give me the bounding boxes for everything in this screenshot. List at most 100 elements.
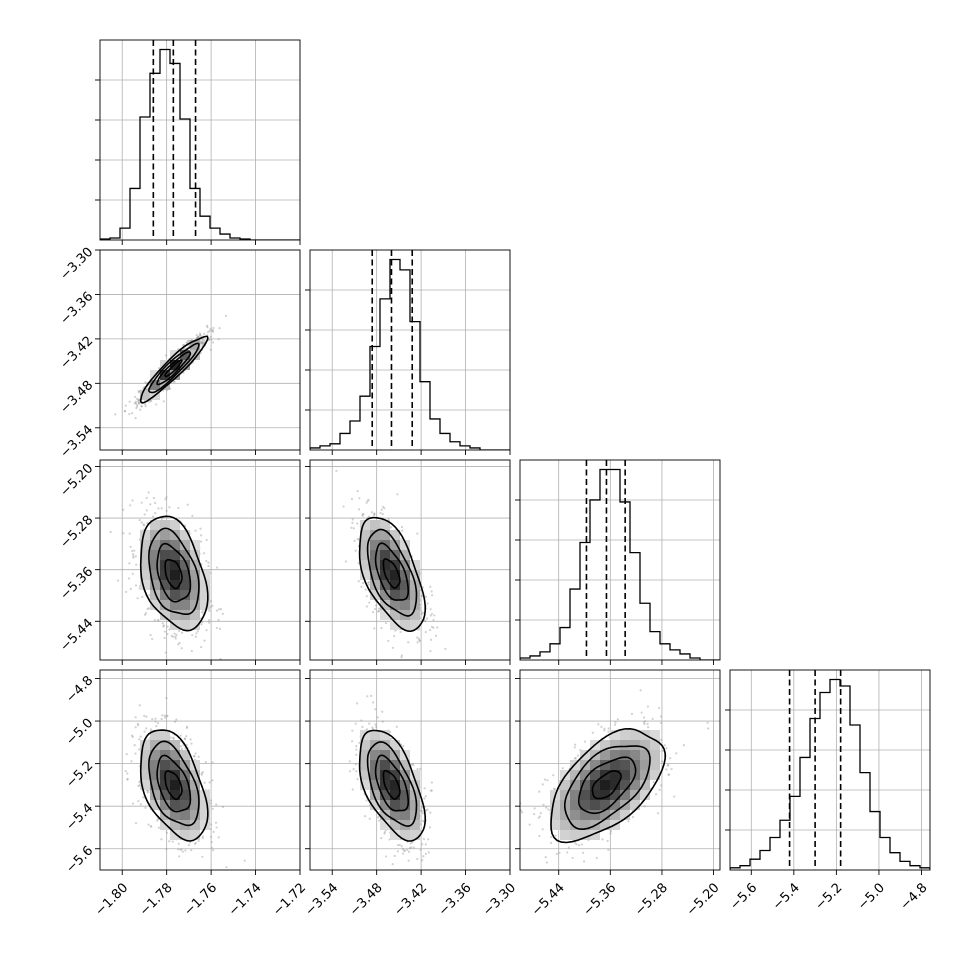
scatter-point: [407, 641, 410, 644]
scatter-point: [203, 341, 206, 344]
scatter-point: [410, 846, 413, 849]
density-cell: [360, 520, 370, 530]
y-tick-label: −3.36: [58, 289, 97, 328]
scatter-point: [130, 412, 134, 415]
scatter-point: [190, 649, 193, 653]
scatter-point: [151, 718, 154, 721]
scatter-point: [154, 501, 157, 505]
scatter-point: [357, 508, 361, 511]
scatter-point: [207, 564, 210, 568]
scatter-point: [205, 559, 208, 563]
scatter-point: [351, 518, 354, 521]
scatter-point: [140, 405, 143, 408]
scatter-point: [374, 604, 378, 607]
density-cell: [410, 780, 420, 790]
x-tick-label: −3.36: [436, 880, 475, 919]
scatter-point: [614, 721, 617, 724]
scatter-point: [424, 809, 428, 812]
scatter-point: [520, 809, 523, 812]
scatter-point: [193, 755, 196, 758]
scatter-point: [357, 562, 360, 565]
contour-line: [139, 729, 209, 842]
density-cell: [160, 590, 170, 600]
contour-line: [563, 745, 651, 831]
scatter-point: [541, 828, 544, 831]
scatter-point: [201, 343, 204, 346]
panel-frame: [99, 459, 301, 661]
density-cell: [560, 790, 570, 800]
scatter-point: [157, 618, 160, 621]
scatter-point: [209, 606, 212, 609]
scatter-point: [203, 781, 206, 784]
panel-frame: [309, 669, 511, 871]
scatter-point: [215, 626, 218, 630]
scatter-point: [210, 841, 213, 844]
density-cell: [170, 740, 180, 750]
scatter-point: [422, 837, 426, 841]
density-cell: [630, 750, 640, 760]
scatter-point: [168, 506, 171, 509]
scatter-point: [429, 649, 432, 653]
density-cell: [380, 590, 390, 600]
density-cell: [400, 620, 410, 630]
scatter-point: [160, 517, 163, 521]
scatter-point: [204, 760, 207, 764]
scatter-point: [182, 344, 185, 347]
density-cell: [190, 800, 200, 810]
density-cell: [400, 770, 410, 780]
scatter-point: [389, 526, 393, 529]
scatter-point: [552, 787, 556, 790]
scatter-point: [361, 725, 364, 728]
scatter-point: [177, 643, 180, 646]
scatter-point: [135, 405, 139, 408]
scatter-point: [191, 634, 194, 637]
density-cell: [200, 810, 210, 820]
x-tick-label: −5.2: [812, 880, 845, 913]
density-cell: [390, 790, 400, 800]
density-cell: [380, 800, 390, 810]
histogram-step-line: [730, 678, 930, 870]
scatter-point: [219, 658, 222, 660]
x-tick-label: −5.4: [770, 880, 803, 913]
scatter-point: [209, 799, 213, 802]
density-cell: [190, 810, 200, 820]
density-cell: [170, 750, 180, 760]
contour-line: [591, 770, 622, 800]
contour-line: [139, 515, 209, 632]
scatter-point: [642, 716, 646, 719]
scatter-point: [352, 527, 355, 530]
scatter-point: [143, 714, 146, 718]
scatter-point: [658, 788, 661, 791]
scatter-point: [398, 843, 401, 847]
scatter-point: [421, 806, 424, 809]
scatter-point: [135, 406, 138, 410]
scatter-point: [155, 403, 158, 406]
scatter-point: [411, 762, 414, 765]
scatter-point: [643, 805, 646, 808]
density-cell: [150, 730, 160, 740]
density-cell: [640, 790, 650, 800]
contour-line: [577, 756, 637, 815]
density-cell: [400, 550, 410, 560]
density-cell: [150, 740, 160, 750]
density-cell: [360, 570, 370, 580]
density-cell: [380, 730, 390, 740]
density-cell: [200, 580, 210, 590]
scatter-point: [190, 848, 193, 852]
density-cell: [570, 780, 580, 790]
scatter-point: [356, 537, 359, 541]
scatter-point: [542, 803, 545, 806]
scatter-point: [407, 850, 411, 853]
scatter-point: [124, 404, 127, 407]
scatter-point: [646, 705, 650, 708]
density-cell: [170, 610, 180, 620]
density-cell: [370, 530, 380, 540]
density-cell: [580, 810, 590, 820]
scatter-point: [136, 403, 139, 406]
scatter-point: [665, 768, 668, 771]
scatter-point: [394, 629, 397, 632]
scatter-point: [157, 826, 160, 829]
contour-line: [374, 542, 410, 601]
panel-frame: [729, 669, 931, 871]
scatter-point: [184, 849, 187, 852]
